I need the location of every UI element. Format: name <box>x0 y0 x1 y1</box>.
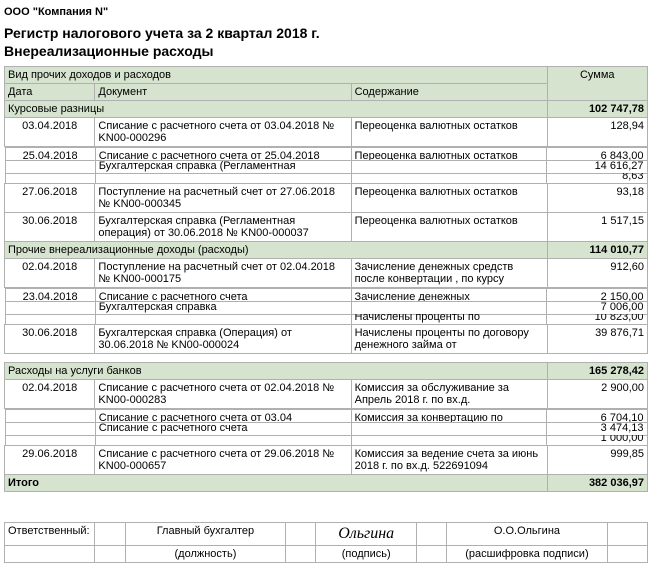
truncated-rows <box>5 354 648 362</box>
cell-sum: 93,18 <box>547 184 647 213</box>
cell-date: 30.06.2018 <box>5 213 95 242</box>
cell-date: 30.06.2018 <box>5 325 95 354</box>
header-sum: Сумма <box>547 67 647 101</box>
cell-content: Комиссия за ведение счета за июнь 2018 г… <box>351 446 547 475</box>
group-name: Курсовые разницы <box>5 101 548 118</box>
truncated-rows: Бухгалтерская справка7 006,00 <box>5 301 648 314</box>
header-content: Содержание <box>351 84 547 101</box>
cell-doc: Списание с расчетного счета от 03.04.201… <box>95 118 351 147</box>
caption-signature: (подпись) <box>316 546 416 563</box>
cell-sum: 39 876,71 <box>547 325 647 354</box>
cell-sum: 2 900,00 <box>547 380 647 409</box>
cell-content: Начислены проценты по договору денежного… <box>351 325 547 354</box>
cell-doc: Поступление на расчетный счет от 27.06.2… <box>95 184 351 213</box>
register-table: Вид прочих доходов и расходов Сумма Дата… <box>4 66 648 492</box>
cell-date: 02.04.2018 <box>5 259 95 288</box>
cell-content: Зачисление денежных средств после конвер… <box>351 259 547 288</box>
cell-date: 27.06.2018 <box>5 184 95 213</box>
cell-content: Переоценка валютных остатков <box>351 118 547 147</box>
responsible-label: Ответственный: <box>5 523 95 546</box>
cell-date: 03.04.2018 <box>5 118 95 147</box>
group-sum: 102 747,78 <box>547 101 647 118</box>
header-group: Вид прочих доходов и расходов <box>5 67 548 84</box>
report-title-2: Внереализационные расходы <box>4 42 648 60</box>
truncated-rows: 25.04.2018Списание с расчетного счета от… <box>5 147 648 160</box>
truncated-rows: Списание с расчетного счета от 03.04Коми… <box>5 409 648 422</box>
cell-doc: Бухгалтерская справка (Регламентная опер… <box>95 213 351 242</box>
cell-sum: 912,60 <box>547 259 647 288</box>
group-sum: 165 278,42 <box>547 363 647 380</box>
truncated-rows: Бухгалтерская справка (Регламентная14 61… <box>5 160 648 173</box>
signature-block: Ответственный: Главный бухгалтер Ольгина… <box>4 522 648 563</box>
truncated-rows: 8,63 <box>5 173 648 183</box>
truncated-rows: 23.04.2018Списание с расчетного счетаЗач… <box>5 288 648 301</box>
cell-date: 02.04.2018 <box>5 380 95 409</box>
cell-content: Переоценка валютных остатков <box>351 213 547 242</box>
cell-doc: Списание с расчетного счета от 02.04.201… <box>95 380 351 409</box>
signer-name: О.О.Ольгина <box>447 523 608 546</box>
header-date: Дата <box>5 84 95 101</box>
truncated-rows: 1 000,00 <box>5 435 648 445</box>
total-label: Итого <box>5 475 548 492</box>
header-doc: Документ <box>95 84 351 101</box>
caption-position: (должность) <box>125 546 286 563</box>
cell-content: Переоценка валютных остатков <box>351 184 547 213</box>
group-name: Прочие внереализационные доходы (расходы… <box>5 242 548 259</box>
caption-name: (расшифровка подписи) <box>447 546 608 563</box>
position-value: Главный бухгалтер <box>125 523 286 546</box>
cell-date: 29.06.2018 <box>5 446 95 475</box>
cell-sum: 999,85 <box>547 446 647 475</box>
group-sum: 114 010,77 <box>547 242 647 259</box>
group-name: Расходы на услуги банков <box>5 363 548 380</box>
truncated-rows: Списание с расчетного счета3 474,13 <box>5 422 648 435</box>
total-sum: 382 036,97 <box>547 475 647 492</box>
company-name: ООО "Компания N" <box>4 4 648 24</box>
cell-content: Комиссия за обслуживание за Апрель 2018 … <box>351 380 547 409</box>
cell-sum: 128,94 <box>547 118 647 147</box>
signature-image: Ольгина <box>338 525 394 542</box>
cell-doc: Списание с расчетного счета от 29.06.201… <box>95 446 351 475</box>
cell-doc: Поступление на расчетный счет от 02.04.2… <box>95 259 351 288</box>
truncated-rows: Начислены проценты по10 823,00 <box>5 314 648 324</box>
cell-doc: Бухгалтерская справка (Операция) от 30.0… <box>95 325 351 354</box>
cell-sum: 1 517,15 <box>547 213 647 242</box>
report-title-1: Регистр налогового учета за 2 квартал 20… <box>4 24 648 42</box>
